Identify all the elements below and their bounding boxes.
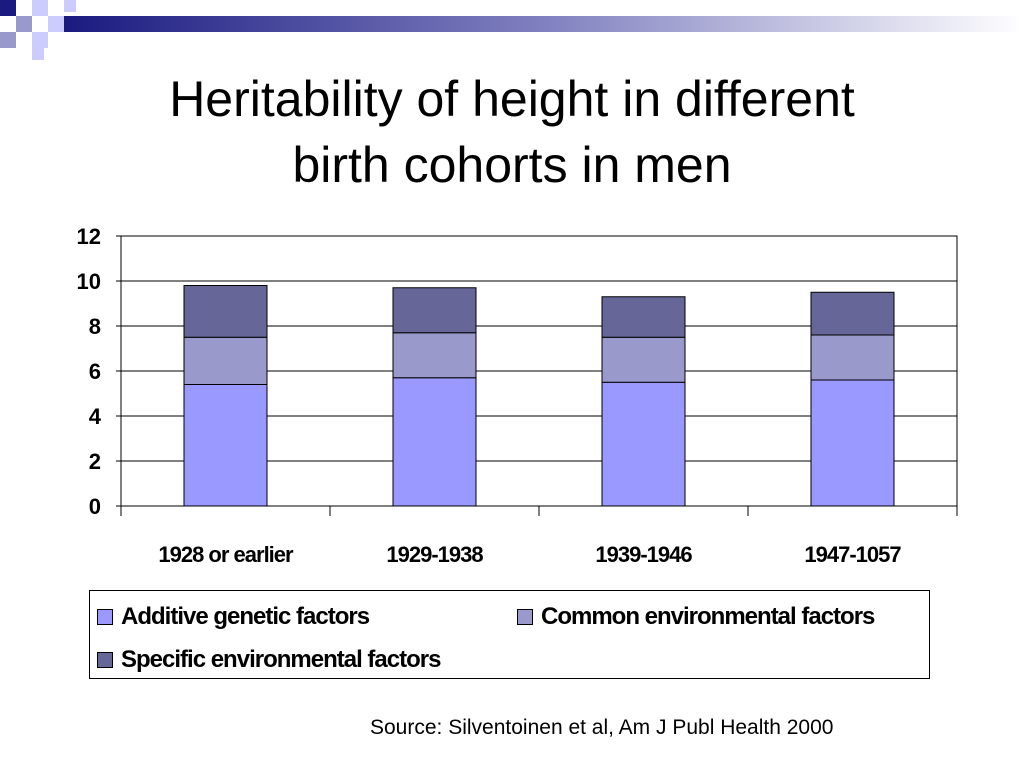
corner-decoration [0,0,1024,60]
bar-segment-4-series-2 [810,334,895,381]
y-tick-label-2: 2 [89,449,101,474]
bar-segment-3-series-3 [601,296,686,338]
bar-segment-4-series-1 [810,379,895,507]
y-tick-label-0: 0 [89,494,101,519]
bar-segment-2-series-1 [392,377,477,507]
y-tick-label-6: 6 [89,359,101,384]
x-tick-label-3: 1939-1946 [595,542,692,567]
x-tick-label-4: 1947-1057 [804,542,901,567]
legend-swatch-specific [97,652,113,668]
bar-segment-1-series-3 [183,285,268,338]
legend-swatch-common [517,609,533,625]
chart-legend: Additive genetic factors Common environm… [89,590,930,679]
bar-segment-3-series-2 [601,336,686,383]
legend-label-additive: Additive genetic factors [121,603,370,630]
y-tick-label-8: 8 [89,314,101,339]
bar-segment-2-series-3 [392,287,477,334]
bar-segment-2-series-2 [392,332,477,379]
slide-title-line2: birth cohorts in men [292,137,732,193]
legend-item-specific: Specific environmental factors [97,646,441,674]
legend-label-common: Common environmental factors [541,603,875,630]
bar-segment-3-series-1 [601,381,686,507]
bar-segment-4-series-3 [810,291,895,336]
x-tick-label-2: 1929-1938 [386,542,483,567]
source-note: Source: Silventoinen et al, Am J Publ He… [370,716,834,739]
legend-item-additive: Additive genetic factors [97,603,370,631]
bar-segment-1-series-2 [183,336,268,385]
x-tick-label-1: 1928 or earlier [158,542,294,567]
legend-swatch-additive [97,609,113,625]
legend-label-specific: Specific environmental factors [121,646,441,673]
bar-segment-1-series-1 [183,384,268,507]
legend-item-common: Common environmental factors [517,603,875,631]
slide-title-line1: Heritability of height in different [169,71,855,127]
y-tick-label-10: 10 [77,269,101,294]
slide-title: Heritability of height in different birt… [62,66,962,198]
y-tick-label-4: 4 [89,404,102,429]
y-tick-label-12: 12 [77,224,101,249]
